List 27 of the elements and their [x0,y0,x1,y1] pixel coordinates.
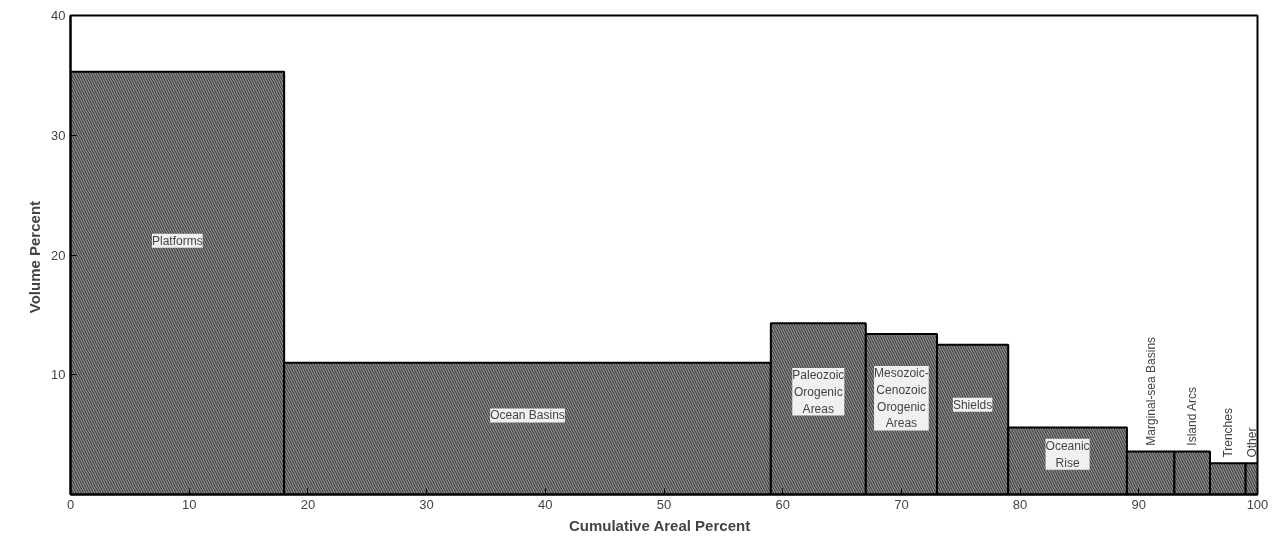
x-tick-label: 60 [775,496,790,512]
category-label: Trenches [1220,408,1235,458]
y-tick-label: 40 [51,8,66,23]
y-tick-label: 30 [51,127,66,143]
category-label: Marginal-sea Basins [1143,336,1158,446]
category-label: Oceanic Rise [1045,438,1090,470]
x-tick-label: 20 [300,496,316,512]
category-label: Island Arcs [1185,386,1200,446]
x-tick-label: 100 [1246,496,1269,512]
category-label: Paleozoic Orogenic Areas [792,367,845,416]
x-tick-label: 90 [1131,496,1147,512]
category-label: Other [1244,427,1259,458]
x-tick-label: 70 [894,496,909,512]
x-tick-label: 10 [181,496,197,512]
x-tick-label: 50 [656,496,672,512]
category-label: Ocean Basins [490,408,565,423]
x-tick-label: 30 [419,496,434,512]
category-label: Platforms [151,233,203,248]
x-tick-label: 0 [66,496,75,512]
x-tick-label: 40 [538,496,553,512]
y-tick-label: 10 [51,367,66,383]
y-tick-label: 20 [51,247,66,263]
x-tick-label: 80 [1012,496,1028,512]
category-label: Shields [952,397,993,412]
y-axis-title: Volume Percent [26,200,44,314]
category-label: Mesozoic- Cenozoic Orogenic Areas [874,366,929,431]
x-axis-title: Cumulative Areal Percent [568,516,751,534]
